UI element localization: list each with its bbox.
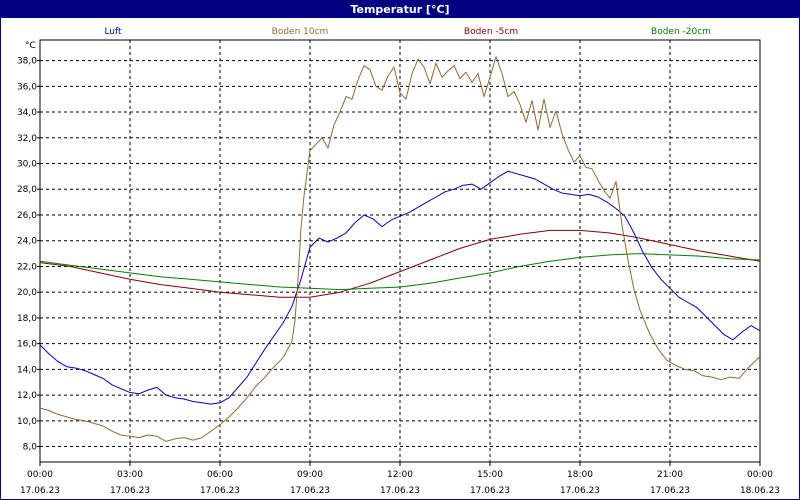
y-tick-label: 18,0 bbox=[17, 314, 37, 324]
window-title: Temperatur [°C] bbox=[1, 1, 799, 18]
x-tick-date: 18.06.23 bbox=[740, 486, 780, 496]
series-line-boden-5cm bbox=[39, 229, 761, 298]
x-tick-time: 12:00 bbox=[387, 470, 413, 480]
y-tick-label: 22,0 bbox=[17, 262, 37, 272]
x-tick-date: 17.06.23 bbox=[20, 486, 60, 496]
legend: Luft Boden 10cm Boden -5cm Boden -20cm bbox=[104, 27, 711, 37]
x-tick-date: 17.06.23 bbox=[200, 486, 240, 496]
y-tick-label: 12,0 bbox=[17, 391, 37, 401]
y-tick-label: 36,0 bbox=[17, 82, 37, 92]
x-tick-time: 21:00 bbox=[657, 470, 683, 480]
x-tick-time: 03:00 bbox=[117, 470, 143, 480]
y-tick-label: 20,0 bbox=[17, 288, 37, 298]
y-tick-label: 38,0 bbox=[17, 57, 37, 67]
x-tick-date: 17.06.23 bbox=[380, 486, 420, 496]
y-tick-label: 16,0 bbox=[17, 340, 37, 350]
y-tick-label: 28,0 bbox=[17, 185, 37, 195]
series-line-boden-10cm bbox=[39, 56, 761, 442]
x-tick-time: 09:00 bbox=[297, 470, 323, 480]
series-lines bbox=[39, 56, 761, 442]
y-tick-label: 30,0 bbox=[17, 160, 37, 170]
x-tick-date: 17.06.23 bbox=[470, 486, 510, 496]
y-axis-unit: °C bbox=[25, 41, 36, 51]
y-tick-label: 8,0 bbox=[23, 443, 38, 453]
x-axis-ticks: 00:00 17.06.23 03:00 17.06.23 06:00 17.06.23 0… bbox=[20, 462, 780, 496]
x-tick-date: 17.06.23 bbox=[290, 486, 330, 496]
x-tick-date: 17.06.23 bbox=[650, 486, 690, 496]
x-tick-time: 00:00 bbox=[747, 470, 773, 480]
y-tick-label: 24,0 bbox=[17, 237, 37, 247]
y-tick-label: 14,0 bbox=[17, 365, 37, 375]
legend-item: Boden -20cm bbox=[651, 27, 711, 37]
legend-item: Boden 10cm bbox=[272, 27, 329, 37]
series-line-boden-20cm bbox=[39, 253, 761, 291]
series-line-luft bbox=[39, 170, 761, 405]
x-tick-date: 17.06.23 bbox=[560, 486, 600, 496]
x-tick-time: 06:00 bbox=[207, 470, 233, 480]
legend-item: Boden -5cm bbox=[464, 27, 518, 37]
y-tick-label: 34,0 bbox=[17, 108, 37, 118]
x-tick-time: 18:00 bbox=[567, 470, 593, 480]
legend-item: Luft bbox=[104, 27, 122, 37]
y-tick-label: 26,0 bbox=[17, 211, 37, 221]
y-tick-label: 10,0 bbox=[17, 417, 37, 427]
grid-lines bbox=[40, 40, 760, 462]
x-tick-time: 00:00 bbox=[27, 470, 53, 480]
y-tick-label: 32,0 bbox=[17, 134, 37, 144]
y-axis-ticks: 8,0 10,0 12,0 14,0 16,0 18,0 20,0 22,0 24,0 26,0 2… bbox=[17, 57, 40, 453]
x-tick-time: 15:00 bbox=[477, 470, 503, 480]
x-tick-date: 17.06.23 bbox=[110, 486, 150, 496]
